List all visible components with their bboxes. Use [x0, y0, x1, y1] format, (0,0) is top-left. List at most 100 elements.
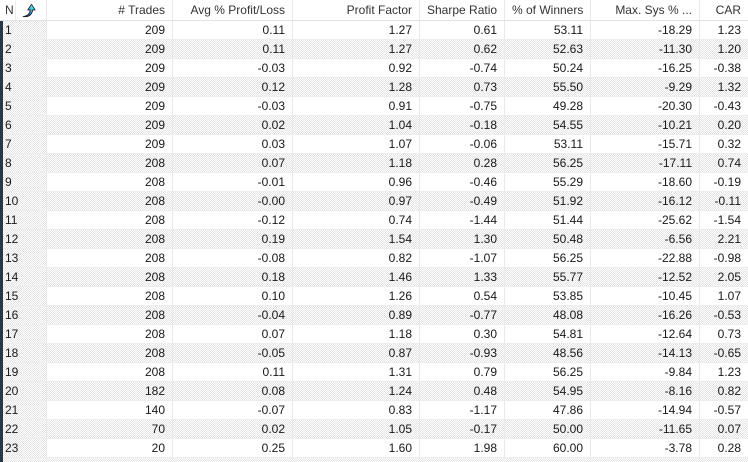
cell-profit_factor: 0.89: [293, 306, 420, 324]
cell-avg_pl: -0.01: [173, 173, 293, 191]
cell-sharpe: -0.74: [420, 59, 505, 77]
table-row[interactable]: 20 182 0.08 1.24 0.48 54.95 -8.16 0.82: [0, 382, 748, 401]
table-row[interactable]: 18 208 -0.05 0.87 -0.93 48.56 -14.13 -0.65: [0, 344, 748, 363]
cell-profit_factor: 1.05: [293, 420, 420, 438]
cell-no: 9: [0, 173, 47, 191]
cell-winners: 56.25: [505, 249, 591, 267]
cell-avg_pl: 0.02: [173, 116, 293, 134]
cell-car: 0.74: [717, 156, 741, 170]
cell-avg_pl: 0.11: [173, 363, 293, 381]
cell-no: 23: [0, 439, 47, 457]
cell-max_sys: -12.52: [591, 268, 700, 286]
cell-trades: 208: [47, 287, 173, 305]
header-winners[interactable]: % of Winners: [505, 0, 591, 20]
cell-max_sys: -14.94: [591, 401, 700, 419]
cell-trades: 208: [47, 344, 173, 362]
header-no[interactable]: N: [0, 0, 47, 20]
cell-car: -1.54: [713, 213, 741, 227]
header-avg_pl[interactable]: Avg % Profit/Loss: [173, 0, 293, 20]
cell-profit_factor: 1.31: [293, 363, 420, 381]
table-row[interactable]: 17 208 0.07 1.18 0.30 54.81 -12.64 0.73: [0, 325, 748, 344]
cell-car: -0.65: [713, 346, 741, 360]
cell-trades: 208: [47, 230, 173, 248]
cell-no: 18: [0, 344, 47, 362]
cell-sharpe: -1.17: [420, 401, 505, 419]
cell-winners: 55.77: [505, 268, 591, 286]
table-row[interactable]: 5 209 -0.03 0.91 -0.75 49.28 -20.30 -0.43: [0, 97, 748, 116]
header-car[interactable]: CAR: [715, 3, 741, 17]
cell-car: 0.07: [717, 422, 741, 436]
table-row[interactable]: 14 208 0.18 1.46 1.33 55.77 -12.52 2.05: [0, 268, 748, 287]
table-row[interactable]: 1 209 0.11 1.27 0.61 53.11 -18.29 1.23: [0, 21, 748, 40]
table-row[interactable]: 6 209 0.02 1.04 -0.18 54.55 -10.21 0.20: [0, 116, 748, 135]
cell-winners: 54.55: [505, 116, 591, 134]
cell-car: 1.32: [717, 80, 741, 94]
table-row[interactable]: 22 70 0.02 1.05 -0.17 50.00 -11.65 0.07: [0, 420, 748, 439]
table-row[interactable]: 3 209 -0.03 0.92 -0.74 50.24 -16.25 -0.38: [0, 59, 748, 78]
cell-car: 0.82: [717, 384, 741, 398]
cell-trades: 209: [47, 97, 173, 115]
cell-max_sys: -18.60: [591, 173, 700, 191]
cell-sharpe: 0.28: [420, 154, 505, 172]
cell-no: 13: [0, 249, 47, 267]
table-row[interactable]: 12 208 0.19 1.54 1.30 50.48 -6.56 2.21: [0, 230, 748, 249]
table-row[interactable]: 13 208 -0.08 0.82 -1.07 56.25 -22.88 -0.98: [0, 249, 748, 268]
cell-avg_pl: -0.00: [173, 192, 293, 210]
cell-avg_pl: -0.07: [173, 401, 293, 419]
cell-winners: 50.00: [505, 420, 591, 438]
header-max_sys[interactable]: Max. Sys % ...: [591, 0, 700, 20]
cell-sharpe: 0.61: [420, 21, 505, 39]
cell-winners: 55.50: [505, 78, 591, 96]
cell-car: 1.23: [717, 365, 741, 379]
cell-trades: 182: [47, 382, 173, 400]
table-row[interactable]: 10 208 -0.00 0.97 -0.49 51.92 -16.12 -0.11: [0, 192, 748, 211]
cell-avg_pl: 0.03: [173, 135, 293, 153]
cell-winners: 52.63: [505, 40, 591, 58]
cell-winners: 48.56: [505, 344, 591, 362]
cell-no: 10: [0, 192, 47, 210]
sort-ascending-icon: [22, 0, 37, 20]
cell-max_sys: -20.30: [591, 97, 700, 115]
table-row[interactable]: 7 209 0.03 1.07 -0.06 53.11 -15.71 0.32: [0, 135, 748, 154]
table-row[interactable]: 23 20 0.25 1.60 1.98 60.00 -3.78 0.28: [0, 439, 748, 458]
cell-no: 7: [0, 135, 47, 153]
cell-avg_pl: 0.18: [173, 268, 293, 286]
cell-car: -0.11: [714, 194, 741, 208]
cell-profit_factor: 1.26: [293, 287, 420, 305]
cell-trades: 208: [47, 192, 173, 210]
cell-profit_factor: 1.24: [293, 382, 420, 400]
cell-trades: 208: [47, 268, 173, 286]
table-row[interactable]: 8 208 0.07 1.18 0.28 56.25 -17.11 0.74: [0, 154, 748, 173]
table-row[interactable]: 9 208 -0.01 0.96 -0.46 55.29 -18.60 -0.19: [0, 173, 748, 192]
cell-car: -0.43: [713, 99, 741, 113]
cell-sharpe: -0.75: [420, 97, 505, 115]
header-trades[interactable]: # Trades: [47, 0, 173, 20]
table-row[interactable]: 19 208 0.11 1.31 0.79 56.25 -9.84 1.23: [0, 363, 748, 382]
table-row[interactable]: 15 208 0.10 1.26 0.54 53.85 -10.45 1.07: [0, 287, 748, 306]
header-sharpe[interactable]: Sharpe Ratio: [420, 0, 505, 20]
cell-profit_factor: 1.28: [293, 78, 420, 96]
table-row[interactable]: 11 208 -0.12 0.74 -1.44 51.44 -25.62 -1.54: [0, 211, 748, 230]
cell-max_sys: -10.21: [591, 116, 700, 134]
cell-no: 16: [0, 306, 47, 324]
cell-avg_pl: -0.03: [173, 97, 293, 115]
cell-winners: 54.81: [505, 325, 591, 343]
cell-car: -0.98: [713, 251, 741, 265]
cell-trades: 208: [47, 211, 173, 229]
table-row[interactable]: 2 209 0.11 1.27 0.62 52.63 -11.30 1.20: [0, 40, 748, 59]
cell-max_sys: -9.29: [591, 78, 700, 96]
table-row[interactable]: 16 208 -0.04 0.89 -0.77 48.08 -16.26 -0.53: [0, 306, 748, 325]
cell-no: 19: [0, 363, 47, 381]
cell-car: 0.28: [717, 441, 741, 455]
header-profit_factor[interactable]: Profit Factor: [293, 0, 420, 20]
cell-no: 3: [0, 59, 47, 77]
partial-next-row: [0, 458, 748, 462]
cell-sharpe: 0.79: [420, 363, 505, 381]
cell-profit_factor: 1.27: [293, 40, 420, 58]
table-row[interactable]: 4 209 0.12 1.28 0.73 55.50 -9.29 1.32: [0, 78, 748, 97]
cell-avg_pl: 0.08: [173, 382, 293, 400]
table-row[interactable]: 21 140 -0.07 0.83 -1.17 47.86 -14.94 -0.57: [0, 401, 748, 420]
cell-max_sys: -6.56: [591, 230, 700, 248]
cell-sharpe: 1.30: [420, 230, 505, 248]
